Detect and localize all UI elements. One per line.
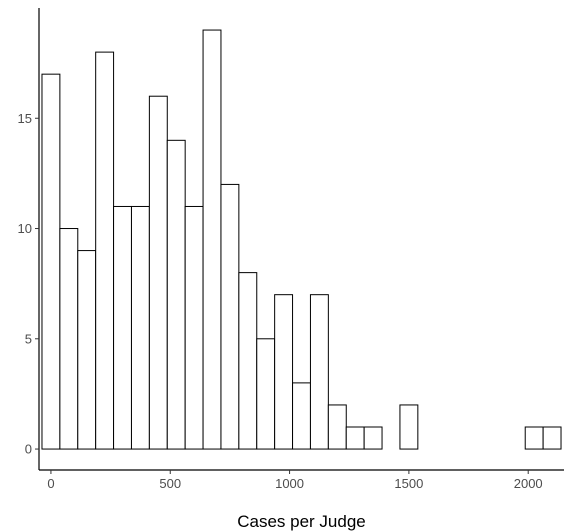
histogram-bar-16 xyxy=(327,404,347,450)
histogram-bar-12 xyxy=(256,338,276,450)
y-tick-label-3: 15 xyxy=(18,111,32,126)
y-tick-label-2: 10 xyxy=(18,221,32,236)
histogram-bar-3 xyxy=(95,51,115,450)
histogram-bar-5 xyxy=(130,205,150,450)
histogram-bar-9 xyxy=(202,29,222,450)
bars-group xyxy=(41,29,562,450)
histogram-bar-11 xyxy=(238,272,258,450)
histogram-bar-18 xyxy=(363,426,383,450)
histogram-bar-13 xyxy=(274,294,294,450)
histogram-bar-27 xyxy=(524,426,544,450)
histogram-bar-14 xyxy=(292,382,311,450)
histogram-bar-20 xyxy=(399,404,419,450)
histogram-bar-4 xyxy=(113,205,132,450)
histogram-bar-6 xyxy=(148,95,168,450)
x-tick-label-1: 500 xyxy=(159,476,181,491)
x-axis-title: Cases per Judge xyxy=(237,512,366,531)
histogram-bar-15 xyxy=(309,294,329,450)
x-tick-label-2: 1000 xyxy=(275,476,304,491)
histogram-bar-10 xyxy=(220,183,240,450)
y-tick-label-0: 0 xyxy=(25,442,32,457)
histogram-bar-1 xyxy=(59,228,79,450)
x-tick-label-4: 2000 xyxy=(514,476,543,491)
histogram-bar-2 xyxy=(77,250,97,450)
y-tick-label-1: 5 xyxy=(25,331,32,346)
x-tick-label-0: 0 xyxy=(47,476,54,491)
ticks-group: 0 500 1000 1500 2000 0 5 10 15 xyxy=(18,111,543,491)
axes-group xyxy=(38,8,564,471)
histogram-bar-28 xyxy=(542,426,562,450)
histogram-bar-17 xyxy=(345,426,365,450)
histogram-bar-7 xyxy=(166,139,186,450)
x-tick-label-3: 1500 xyxy=(394,476,423,491)
histogram-bar-8 xyxy=(184,205,204,450)
histogram-bar-0 xyxy=(41,73,61,450)
